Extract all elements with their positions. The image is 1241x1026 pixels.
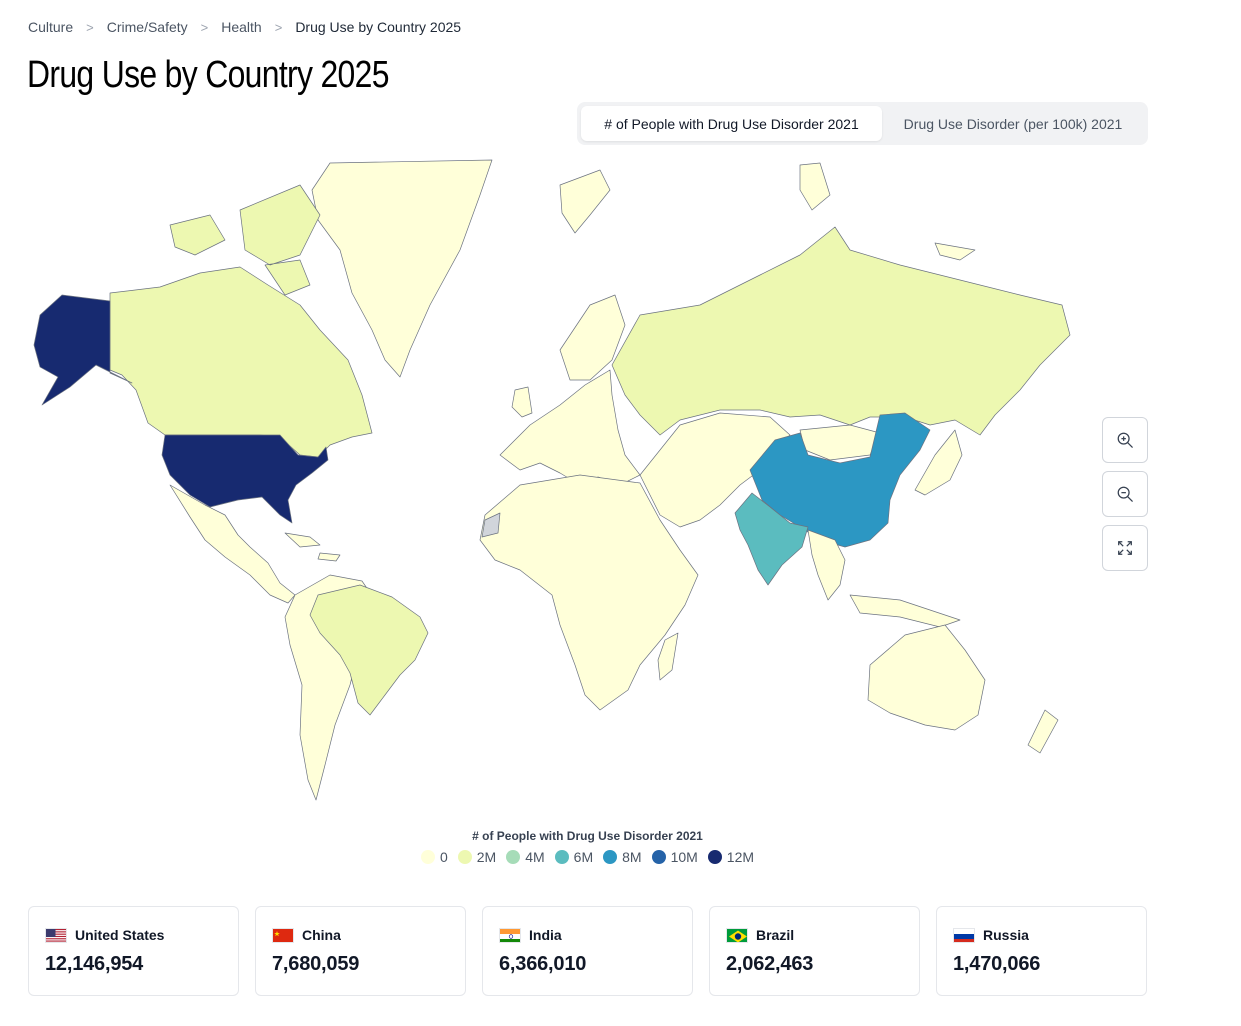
legend-item[interactable]: 4M — [506, 849, 545, 865]
brazil-flag-icon — [726, 927, 748, 943]
zoom-out-icon — [1117, 486, 1133, 502]
country-canada-islands[interactable] — [169, 184, 321, 296]
country-europe[interactable] — [499, 369, 641, 486]
legend-label: 4M — [525, 849, 545, 865]
breadcrumb: Culture > Crime/Safety > Health > Drug U… — [28, 19, 461, 35]
legend-item[interactable]: 6M — [554, 849, 594, 865]
breadcrumb-crime-safety[interactable]: Crime/Safety — [106, 19, 188, 35]
country-southeast-asia[interactable] — [807, 529, 961, 628]
country-united-states[interactable] — [161, 434, 329, 524]
breadcrumb-current: Drug Use by Country 2025 — [295, 19, 462, 35]
country-caribbean[interactable] — [284, 532, 341, 562]
legend-label: 6M — [573, 849, 594, 865]
legend-label: 2M — [476, 849, 497, 865]
world-map[interactable] — [0, 155, 1100, 815]
card-country-name: China — [302, 927, 341, 943]
country-western-sahara[interactable] — [481, 512, 501, 538]
country-mongolia[interactable] — [799, 424, 881, 461]
country-japan[interactable] — [914, 429, 963, 496]
legend-swatch — [506, 850, 521, 864]
breadcrumb-separator: > — [274, 19, 283, 35]
russia-flag-icon — [953, 927, 975, 943]
country-canada[interactable] — [109, 266, 373, 458]
india-flag-icon — [499, 927, 521, 943]
legend-item[interactable]: 0 — [420, 849, 448, 865]
country-uk[interactable] — [511, 386, 533, 418]
country-card-brazil[interactable]: Brazil 2,062,463 — [709, 906, 920, 996]
tab-people-count[interactable]: # of People with Drug Use Disorder 2021 — [581, 106, 882, 141]
legend-swatch — [603, 850, 618, 864]
metric-tabs: # of People with Drug Use Disorder 2021 … — [577, 102, 1148, 145]
country-scandinavia[interactable] — [559, 294, 626, 381]
zoom-controls — [1102, 417, 1148, 571]
zoom-out-button[interactable] — [1102, 471, 1148, 517]
country-greenland[interactable] — [311, 159, 493, 378]
breadcrumb-health[interactable]: Health — [221, 19, 262, 35]
country-madagascar[interactable] — [657, 632, 679, 681]
legend-swatch — [420, 850, 435, 864]
card-country-name: Brazil — [756, 927, 795, 943]
china-flag-icon — [272, 927, 294, 943]
tab-per-100k[interactable]: Drug Use Disorder (per 100k) 2021 — [903, 115, 1123, 132]
fullscreen-icon — [1118, 541, 1132, 555]
legend-item[interactable]: 2M — [457, 849, 497, 865]
country-card-united-states[interactable]: United States 12,146,954 — [28, 906, 239, 996]
legend-swatch — [554, 850, 569, 864]
breadcrumb-culture[interactable]: Culture — [28, 19, 74, 35]
card-value: 2,062,463 — [726, 953, 814, 975]
country-india[interactable] — [734, 492, 809, 586]
country-card-china[interactable]: China 7,680,059 — [255, 906, 466, 996]
top-countries-cards: United States 12,146,954 China 7,680,059 — [28, 906, 1147, 996]
legend-label: 12M — [726, 849, 755, 865]
card-value: 1,470,066 — [953, 953, 1041, 975]
country-russia[interactable] — [611, 226, 1071, 436]
legend-label: 0 — [439, 849, 448, 865]
country-arctic-islands[interactable] — [559, 162, 976, 261]
legend-item[interactable]: 10M — [651, 849, 698, 865]
zoom-in-button[interactable] — [1102, 417, 1148, 463]
fullscreen-button[interactable] — [1102, 525, 1148, 571]
us-flag-icon — [45, 927, 67, 943]
card-country-name: India — [529, 927, 562, 943]
zoom-in-icon — [1117, 432, 1133, 448]
card-country-name: Russia — [983, 927, 1029, 943]
legend-item[interactable]: 8M — [603, 849, 642, 865]
card-value: 7,680,059 — [272, 953, 360, 975]
card-value: 6,366,010 — [499, 953, 587, 975]
page-title: Drug Use by Country 2025 — [27, 54, 389, 96]
legend-items: 0 2M 4M 6M 8M 10M 12M — [0, 849, 1175, 865]
country-card-russia[interactable]: Russia 1,470,066 — [936, 906, 1147, 996]
country-new-zealand[interactable] — [1027, 709, 1059, 754]
legend-label: 8M — [622, 849, 642, 865]
card-value: 12,146,954 — [45, 953, 144, 975]
legend-item[interactable]: 12M — [707, 849, 755, 865]
world-map-svg[interactable] — [0, 155, 1100, 815]
country-africa[interactable] — [479, 474, 699, 711]
legend-title: # of People with Drug Use Disorder 2021 — [472, 829, 703, 843]
map-legend: # of People with Drug Use Disorder 2021 … — [0, 829, 1175, 865]
country-usa-alaska[interactable] — [33, 294, 133, 406]
country-australia[interactable] — [867, 624, 986, 731]
legend-label: 10M — [670, 849, 698, 865]
breadcrumb-separator: > — [200, 19, 209, 35]
legend-swatch — [457, 850, 472, 864]
card-country-name: United States — [75, 927, 165, 943]
breadcrumb-separator: > — [86, 19, 94, 35]
legend-swatch — [707, 850, 722, 864]
country-card-india[interactable]: India 6,366,010 — [482, 906, 693, 996]
legend-swatch — [651, 850, 666, 864]
country-brazil[interactable] — [309, 584, 429, 716]
